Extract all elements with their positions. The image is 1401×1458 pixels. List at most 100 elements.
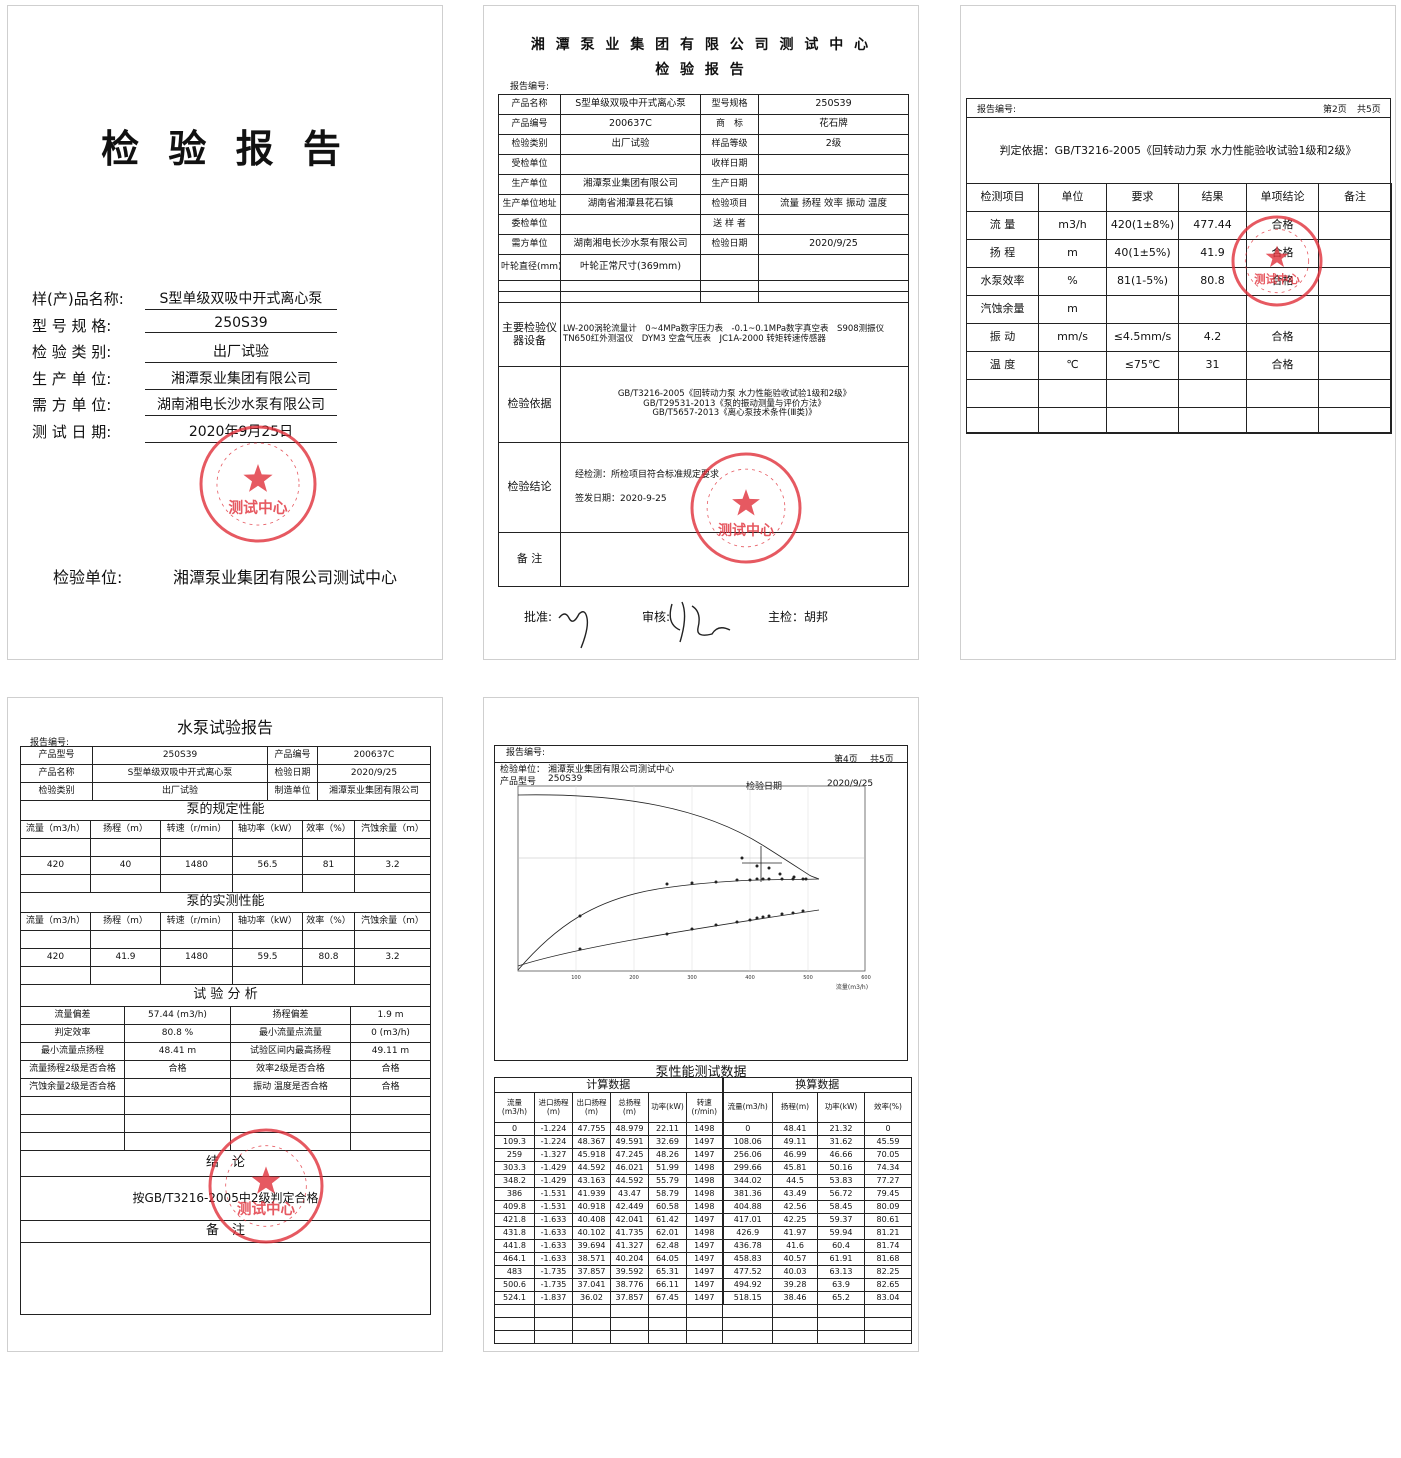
table-cell: 检验依据 — [498, 366, 561, 443]
table-cell: 1497 — [686, 1135, 723, 1149]
table-cell: 湘潭泵业集团有限公司 — [317, 782, 431, 801]
table-row: 判定效率 80.8 % 最小流量点流量 0 (m3/h) — [20, 1024, 431, 1043]
table-cell: 80.8 — [302, 948, 355, 967]
table-cell: 合格 — [1246, 323, 1319, 352]
table-cell: 振 动 — [966, 323, 1039, 352]
table-row: 109.3 -1.224 48.367 49.591 32.69 1497 108.06 49… — [494, 1135, 912, 1149]
table-cell: -1.633 — [534, 1213, 573, 1227]
table-cell: 21.32 — [817, 1122, 865, 1136]
table-cell: 81.21 — [864, 1226, 912, 1240]
table-row: 检测项目 单位 要求 结果 单项结论 备注 — [966, 183, 1392, 212]
table-cell: 计算数据 — [494, 1077, 723, 1093]
table-cell: 38.46 — [772, 1291, 818, 1305]
table-cell: 湖南省湘潭县花石镇 — [560, 194, 701, 215]
table-cell: 2020/9/25 — [317, 764, 431, 783]
table-cell: 试 验 分 析 — [20, 984, 431, 1007]
table-cell — [232, 874, 303, 893]
stamp-star — [243, 464, 273, 492]
table-cell — [1318, 239, 1392, 268]
table-cell: 合格 — [1246, 211, 1319, 240]
signature-scribble — [558, 611, 589, 649]
signatures — [558, 601, 731, 649]
table-cell — [20, 1132, 125, 1151]
table-body: 产品名称 S型单级双吸中开式离心泵 型号规格 250S39 产品编号 200637C 商 标… — [498, 94, 909, 587]
table-row: 产品编号 200637C 商 标花石牌 — [498, 114, 909, 135]
table-cell: 82.25 — [864, 1265, 912, 1279]
table-cell — [1318, 351, 1392, 380]
table-row: 产品名称 S型单级双吸中开式离心泵 型号规格 250S39 — [498, 94, 909, 115]
table-cell: 38.571 — [572, 1252, 611, 1266]
table-cell: 40(1±5%) — [1106, 239, 1179, 268]
table-cell: 合格 — [350, 1060, 431, 1079]
table-cell: 83.04 — [864, 1291, 912, 1305]
table-cell: 1498 — [686, 1174, 723, 1188]
table-cell: 送 样 者 — [700, 214, 759, 235]
table-row — [20, 1096, 431, 1115]
x-tick-label: 400 — [745, 975, 755, 981]
table-row: 产品名称 S型单级双吸中开式离心泵 检验日期 2020/9/25 — [20, 764, 431, 783]
table-cell — [722, 1317, 773, 1331]
table-cell — [354, 874, 431, 893]
table-row — [20, 838, 431, 857]
field-value: 出厂试验 — [145, 341, 337, 363]
curve-point — [578, 947, 582, 951]
table-cell: 2020/9/25 — [758, 234, 909, 255]
table-cell: 59.94 — [817, 1226, 865, 1240]
table-cell: -1.531 — [534, 1200, 573, 1214]
table-cell: 产品名称 — [498, 94, 561, 115]
table-cell: 结果 — [1178, 183, 1247, 212]
field-value: 湘潭泵业集团有限公司 — [145, 368, 337, 390]
table-cell: 湘潭泵业集团有限公司 — [560, 174, 701, 195]
footer-value: 湘潭泵业集团有限公司测试中心 — [173, 568, 398, 587]
table-cell: 477.44 — [1178, 211, 1247, 240]
table-cell — [534, 1304, 573, 1318]
table-cell: -1.531 — [534, 1187, 573, 1201]
stamp: 测试中心 — [690, 452, 802, 564]
table-cell — [610, 1317, 649, 1331]
table-cell — [1246, 407, 1319, 434]
table-row — [20, 1114, 431, 1133]
table-cell: 38.776 — [610, 1278, 649, 1292]
stamp-ring — [1231, 215, 1323, 307]
cursor-cross — [742, 846, 782, 882]
table-cell — [160, 966, 233, 985]
sign-approve: 批准: — [524, 610, 553, 624]
table-cell: 500.6 — [494, 1278, 535, 1292]
table-cell: 0 — [721, 1122, 773, 1136]
table-cell — [758, 254, 909, 281]
table-cell: 200637C — [317, 746, 431, 765]
unit-value: 湘潭泵业集团有限公司测试中心 — [548, 765, 675, 775]
table-cell: 需方单位 — [498, 234, 561, 255]
table-cell: 81 — [302, 856, 355, 875]
table-cell: 45.59 — [864, 1135, 912, 1149]
table-cell: 48.979 — [610, 1122, 649, 1136]
table-cell: 49.591 — [610, 1135, 649, 1149]
table-cell: 41.327 — [610, 1239, 649, 1253]
x-tick-label: 200 — [629, 975, 639, 981]
report-title: 检 验 报 告 — [655, 62, 747, 78]
table-cell: -1.735 — [534, 1278, 573, 1292]
table-cell: 0 (m3/h) — [350, 1024, 431, 1043]
table-row: 441.8 -1.633 39.694 41.327 62.48 1497 436.78 41… — [494, 1239, 912, 1253]
table-cell: 收样日期 — [700, 154, 759, 175]
table-cell: 299.66 — [721, 1161, 773, 1175]
table-cell: 型号规格 — [700, 94, 759, 115]
table-row: 泵的实测性能 — [20, 892, 431, 913]
stamp-ring — [690, 452, 802, 564]
cell-line: 签发日期：2020-9-25 — [575, 493, 667, 504]
table-row: 348.2 -1.429 43.163 44.592 55.79 1498 344.02 44… — [494, 1174, 912, 1188]
table-cell: 59.5 — [232, 948, 303, 967]
table-cell — [20, 874, 91, 893]
field-value: 湖南湘电长沙水泵有限公司 — [145, 394, 337, 416]
table-cell — [772, 1304, 818, 1318]
table-cell — [498, 280, 561, 292]
table-cell: 32.69 — [648, 1135, 687, 1149]
table-cell: 生产单位 — [498, 174, 561, 195]
table-cell — [350, 1096, 431, 1115]
table-cell — [1106, 379, 1179, 408]
table-row: 259 -1.327 45.918 47.245 48.26 1497 256.06 46.9… — [494, 1148, 912, 1162]
table-cell: 42.25 — [772, 1213, 818, 1227]
footer-label: 检验单位: — [53, 568, 123, 587]
table-cell: 进口扬程(m) — [534, 1092, 573, 1123]
table-cell — [648, 1317, 687, 1331]
